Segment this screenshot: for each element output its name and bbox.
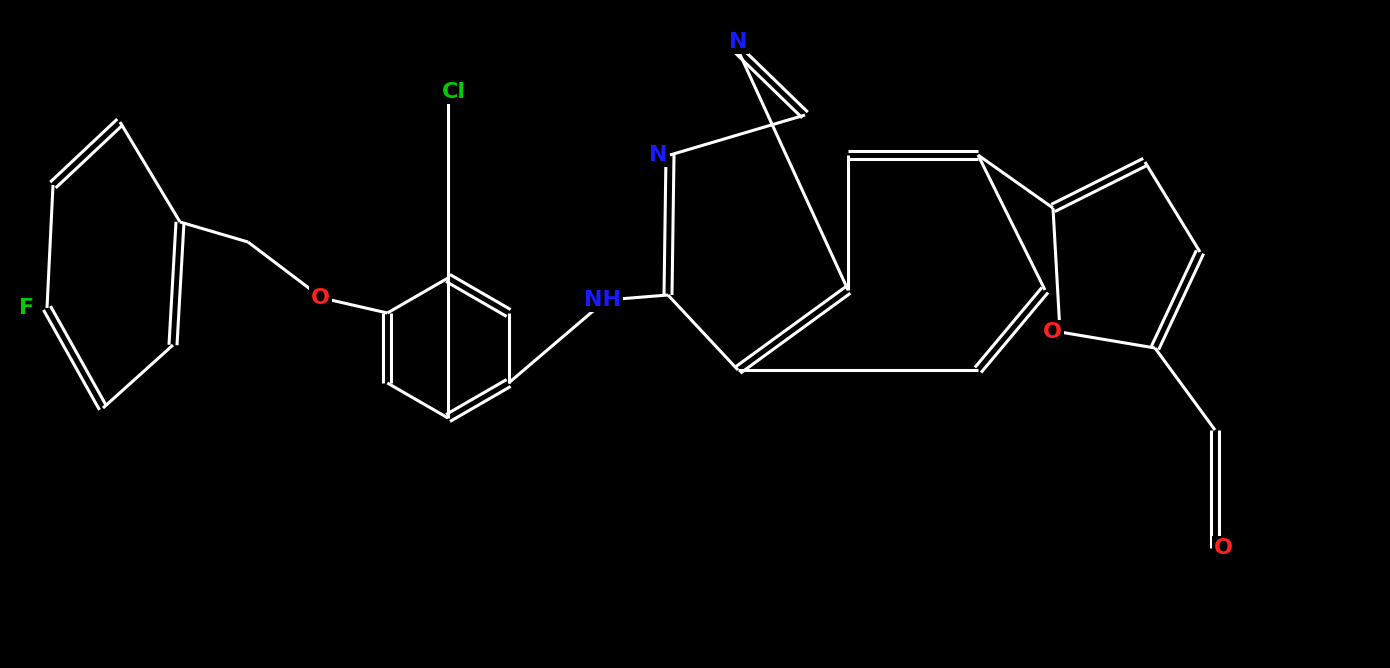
Text: O: O (310, 288, 329, 308)
Text: O: O (1213, 538, 1233, 558)
Text: N: N (728, 32, 748, 52)
Text: NH: NH (584, 290, 620, 310)
Text: O: O (1042, 322, 1062, 342)
Text: N: N (649, 145, 667, 165)
Text: F: F (19, 298, 35, 318)
Text: Cl: Cl (442, 82, 466, 102)
